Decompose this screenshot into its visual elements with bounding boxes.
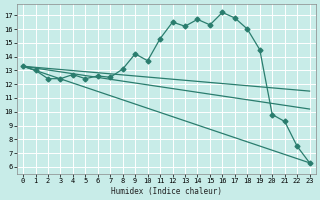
X-axis label: Humidex (Indice chaleur): Humidex (Indice chaleur) — [111, 187, 222, 196]
